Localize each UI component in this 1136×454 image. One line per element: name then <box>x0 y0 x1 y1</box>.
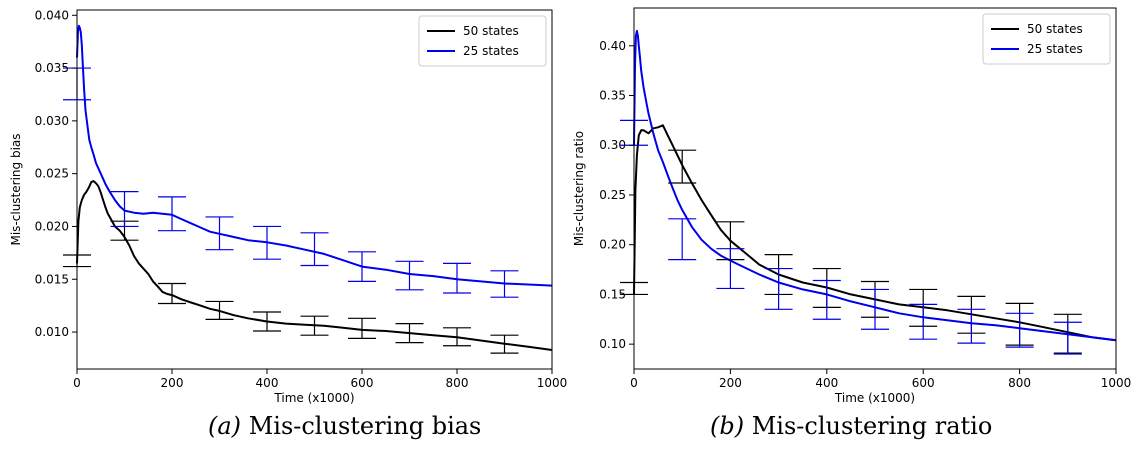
error-bar-b-1-2 <box>716 248 745 290</box>
y-tick-label-b-0: 0.10 <box>599 337 626 351</box>
y-tick-label-a-5: 0.035 <box>35 61 69 75</box>
y-tick-label-b-5: 0.35 <box>599 89 626 103</box>
error-bar-b-1-3 <box>764 267 793 310</box>
axes-frame-a <box>76 9 553 370</box>
y-tick-label-a-4: 0.030 <box>35 114 69 128</box>
legend-label-0: 50 states <box>463 24 519 38</box>
caption-a-text: Mis-clustering bias <box>248 412 482 440</box>
x-tick-label-a-0: 0 <box>73 376 81 390</box>
error-bar-a-0-9 <box>490 334 519 354</box>
x-tick-label-a-2: 400 <box>256 376 279 390</box>
caption-b: (b) Mis-clustering ratio <box>710 412 992 440</box>
series-line-b-1 <box>633 29 1117 342</box>
error-bar-a-0-7 <box>395 322 424 344</box>
error-bar-b-1-4 <box>812 279 841 320</box>
error-bar-a-0-4 <box>253 311 281 332</box>
y-tick-label-a-1: 0.015 <box>35 272 69 286</box>
series-line-b-0 <box>633 124 1117 342</box>
legend-box <box>418 15 547 67</box>
caption-b-label: (b) <box>710 412 745 440</box>
error-bar-b-0-1 <box>668 149 697 184</box>
axes-frame-b <box>633 7 1117 370</box>
x-tick-label-b-5: 1000 <box>1101 376 1132 390</box>
x-axis-label-a: Time (x1000) <box>273 391 354 405</box>
y-axis-label-b: Mis-clustering ratio <box>572 131 586 246</box>
caption-a-label: (a) <box>208 412 242 440</box>
error-bar-a-1-8 <box>443 262 471 294</box>
y-tick-label-a-6: 0.040 <box>35 8 69 22</box>
x-tick-label-b-2: 400 <box>815 376 838 390</box>
error-bar-a-1-5 <box>300 232 329 267</box>
x-tick-label-b-4: 800 <box>1008 376 1031 390</box>
error-bar-b-1-5 <box>861 288 889 330</box>
y-tick-label-a-0: 0.010 <box>35 325 69 339</box>
caption-a: (a) Mis-clustering bias <box>208 412 481 440</box>
legend-box <box>982 13 1111 65</box>
error-bar-b-1-8 <box>1005 312 1034 348</box>
panel-b: 0 200 400 600 800 1000 0.10 0.15 0.20 0.25 0.30 0.3… <box>572 7 1132 405</box>
x-tick-label-a-5: 1000 <box>537 376 568 390</box>
x-tick-label-a-3: 600 <box>351 376 374 390</box>
error-bar-a-1-1 <box>110 191 139 228</box>
y-tick-label-b-6: 0.40 <box>599 39 626 53</box>
error-bar-a-0-8 <box>443 327 471 347</box>
y-tick-label-b-2: 0.20 <box>599 238 626 252</box>
error-bar-b-1-6 <box>909 303 938 340</box>
error-bar-a-1-9 <box>490 270 519 298</box>
x-tick-label-a-1: 200 <box>161 376 184 390</box>
y-tick-label-b-1: 0.15 <box>599 287 626 301</box>
x-tick-label-b-0: 0 <box>630 376 638 390</box>
x-tick-label-b-3: 600 <box>912 376 935 390</box>
y-axis-label-a: Mis-clustering bias <box>9 133 23 245</box>
series-line-a-0 <box>76 180 553 351</box>
legend-label-1: 25 states <box>1027 42 1083 56</box>
error-bar-b-1-9 <box>1053 321 1082 355</box>
y-tick-label-a-2: 0.020 <box>35 219 69 233</box>
x-tick-label-a-4: 800 <box>446 376 469 390</box>
y-tick-label-b-4: 0.30 <box>599 138 626 152</box>
error-bar-a-1-6 <box>348 251 376 282</box>
y-tick-label-b-3: 0.25 <box>599 188 626 202</box>
error-bar-a-0-2 <box>158 282 186 305</box>
legend-a: 50 states 25 states <box>418 15 547 67</box>
panel-a: 0 200 400 600 800 1000 0.010 0.015 0.020 0.025 0.0… <box>9 8 567 405</box>
error-bar-a-1-2 <box>158 196 186 232</box>
error-bar-b-1-7 <box>957 308 986 344</box>
error-bar-a-0-5 <box>300 315 329 336</box>
error-bar-a-1-7 <box>395 260 424 291</box>
caption-b-text: Mis-clustering ratio <box>751 412 993 440</box>
y-tick-label-a-3: 0.025 <box>35 167 69 181</box>
x-axis-label-b: Time (x1000) <box>834 391 915 405</box>
legend-b: 50 states 25 states <box>982 13 1111 65</box>
x-tick-label-b-1: 200 <box>719 376 742 390</box>
error-bar-a-1-3 <box>205 216 234 251</box>
error-bar-a-0-6 <box>348 317 376 339</box>
error-bar-a-1-4 <box>253 225 281 260</box>
legend-label-1: 25 states <box>463 44 519 58</box>
error-bar-a-0-3 <box>205 300 234 320</box>
error-bar-b-1-1 <box>668 218 697 261</box>
legend-label-0: 50 states <box>1027 22 1083 36</box>
